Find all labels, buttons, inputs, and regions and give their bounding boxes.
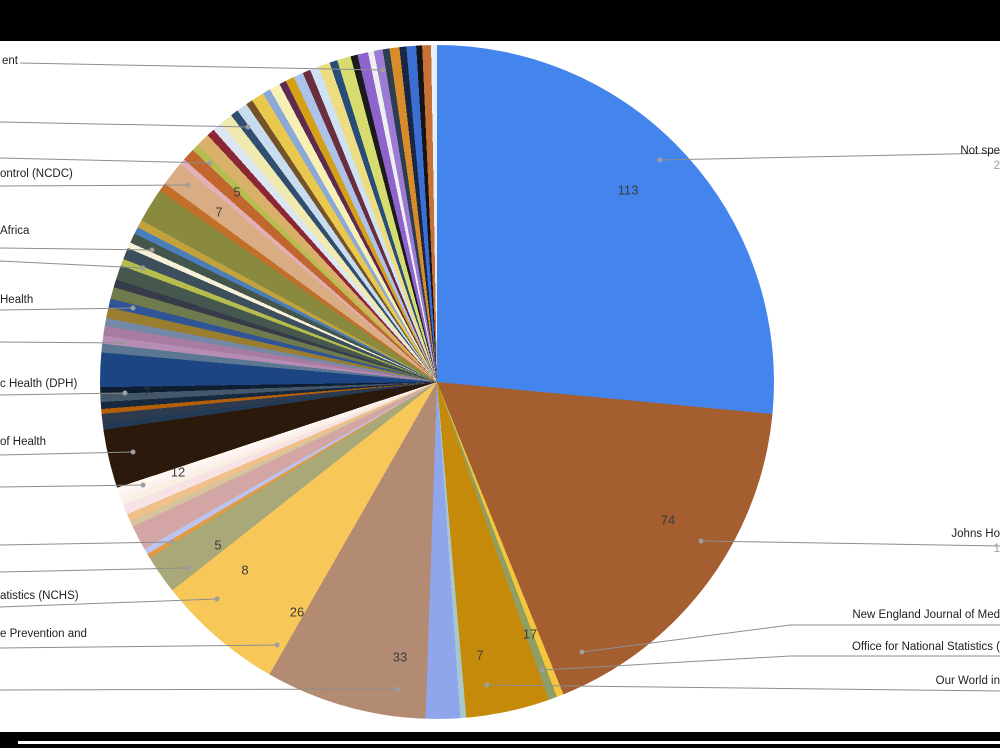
pie-chart[interactable] xyxy=(100,45,774,719)
slice-value-label: 5 xyxy=(214,537,222,553)
slice-value-label: 5 xyxy=(233,184,241,200)
callout-line xyxy=(659,152,1000,161)
bottom-stripe xyxy=(18,741,1000,744)
slice-value-label: 74 xyxy=(660,512,676,528)
slice-value-label: 7 xyxy=(215,204,223,220)
slice-callout-sublabel: 2 xyxy=(993,160,1000,172)
slice-value-label: 12 xyxy=(170,464,186,480)
slice-value-label: 26 xyxy=(289,604,305,620)
slice-callout-label-right: Our World in xyxy=(935,675,1000,687)
slice-value-label: 17 xyxy=(522,626,538,642)
slice-callout-label-right: Office for National Statistics ( xyxy=(851,641,1000,653)
top-letterbox-bar xyxy=(0,0,1000,41)
slice-callout-label-left: c Health (DPH) xyxy=(0,378,78,390)
slice-callout-label-left: e Prevention and xyxy=(0,628,87,640)
slice-callout-label-left: atistics (NCHS) xyxy=(0,590,79,602)
callout-line xyxy=(0,157,211,164)
slice-callout-label-left: ontrol (NCDC) xyxy=(0,168,73,180)
slice-callout-label-right: New England Journal of Med xyxy=(852,609,1000,621)
callout-line xyxy=(0,184,189,187)
callout-line xyxy=(0,121,249,128)
slice-callout-label-right: Not spe xyxy=(960,145,1000,157)
slice-value-label: 7 xyxy=(476,647,484,663)
slice-value-label: 7 xyxy=(143,384,151,400)
slice-callout-label-left: of Health xyxy=(0,436,47,448)
callout-line xyxy=(700,540,1000,547)
bottom-letterbox-bar xyxy=(0,732,1000,748)
slice-callout-sublabel: 1 xyxy=(993,543,1000,555)
slice-callout-label-left: Health xyxy=(0,294,34,306)
slice-callout-label-left: ent xyxy=(2,55,18,67)
slice-callout-label-right: Johns Ho xyxy=(951,528,1000,540)
slice-value-label: 33 xyxy=(392,649,408,665)
slice-callout-label-left: Africa xyxy=(0,225,30,237)
slice-value-label: 113 xyxy=(617,182,639,198)
slice-value-label: 8 xyxy=(241,562,249,578)
